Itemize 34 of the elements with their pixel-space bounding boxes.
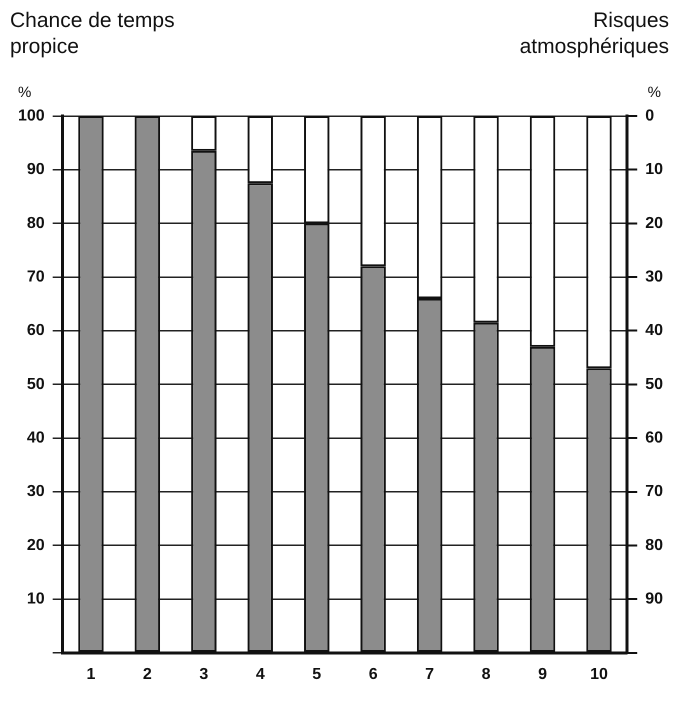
y-tick-label: 70 — [26, 268, 45, 286]
x-tick-label: 6 — [368, 666, 378, 683]
x-tick-label: 7 — [425, 666, 434, 683]
y-tick-label: 80 — [26, 214, 45, 232]
y2-tick-label: 60 — [645, 429, 664, 446]
y2-tick-label: 90 — [645, 590, 664, 608]
y-tick-label: 100 — [18, 107, 45, 124]
y2-tick-label: 40 — [645, 322, 664, 340]
y2-axis-title: Risques atmosphériques — [518, 8, 669, 60]
text: % — [18, 84, 32, 101]
y2-tick-label: 10 — [645, 161, 664, 178]
y-tick-label: 30 — [26, 483, 45, 500]
y2-tick-label: 80 — [645, 536, 664, 554]
y-tick-label: 60 — [26, 322, 45, 340]
y-tick-label: 50 — [26, 376, 45, 393]
x-tick-label: 5 — [312, 666, 322, 683]
y2-tick-label: 50 — [645, 376, 664, 393]
x-tick-label: 2 — [142, 666, 152, 683]
x-tick-label: 9 — [538, 666, 548, 683]
y-tick-label: 90 — [26, 161, 45, 178]
y2-tick-label: 20 — [645, 214, 664, 232]
x-tick-label: 3 — [199, 666, 208, 683]
text: % — [648, 84, 661, 101]
x-tick-label: 10 — [590, 666, 608, 683]
x-tick-label: 8 — [482, 666, 491, 683]
x-tick-label: 1 — [86, 666, 96, 683]
y2-tick-label: 0 — [645, 107, 654, 124]
y-axis-title: Chance de temps propice — [10, 8, 176, 60]
y2-tick-label: 30 — [645, 268, 664, 286]
y-tick-label: 20 — [26, 536, 45, 554]
y2-tick-label: 70 — [645, 483, 664, 500]
x-tick-label: 4 — [256, 666, 265, 683]
y-tick-label: 40 — [26, 429, 45, 446]
y-tick-label: 10 — [26, 590, 45, 608]
